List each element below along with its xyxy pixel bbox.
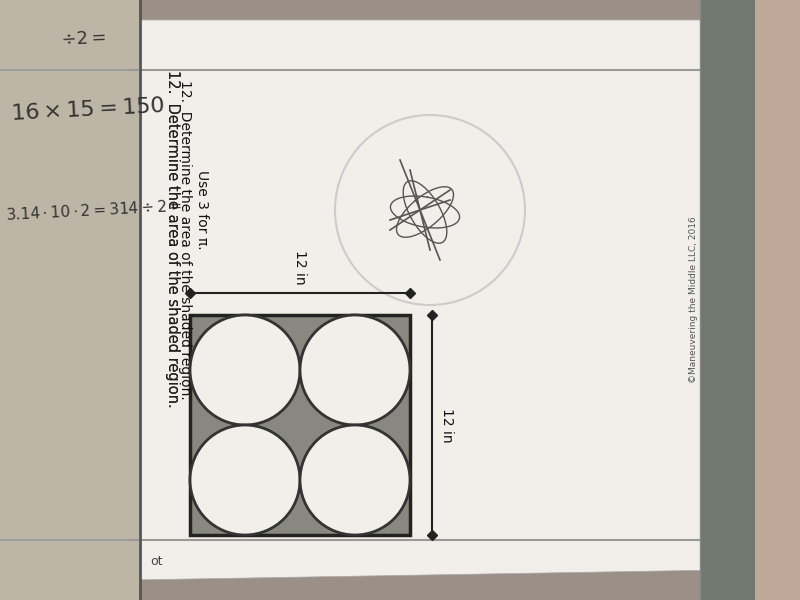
Bar	[190, 315, 410, 535]
Text: 12 in: 12 in	[293, 250, 307, 285]
Text: ©Maneuvering the Middle LLC, 2016: ©Maneuvering the Middle LLC, 2016	[689, 217, 698, 383]
Text: 12.  Determine the area of the shaded region.: 12. Determine the area of the shaded reg…	[178, 80, 192, 400]
Bar	[0, 0, 140, 600]
Text: 12.  Determine the area of the shaded region.: 12. Determine the area of the shaded reg…	[165, 70, 180, 408]
Text: Use 3 for π.: Use 3 for π.	[195, 170, 209, 250]
Bar	[755, 0, 800, 600]
Bar	[700, 0, 800, 600]
Text: 12.  Determine the area of the shaded region.: 12. Determine the area of the shaded reg…	[165, 70, 180, 408]
Text: $\div 2 =$: $\div 2 =$	[60, 29, 106, 49]
Circle shape	[300, 425, 410, 535]
Text: $16 \times 15 = 150$: $16 \times 15 = 150$	[10, 96, 165, 124]
Polygon shape	[130, 20, 720, 580]
Text: $3.14 \cdot 10 \cdot 2 = 314 \div 2 =$: $3.14 \cdot 10 \cdot 2 = 314 \div 2 =$	[5, 198, 182, 223]
Circle shape	[190, 425, 300, 535]
Text: 12 in: 12 in	[440, 407, 454, 442]
Circle shape	[300, 315, 410, 425]
Text: ot: ot	[150, 555, 162, 568]
Circle shape	[190, 315, 300, 425]
